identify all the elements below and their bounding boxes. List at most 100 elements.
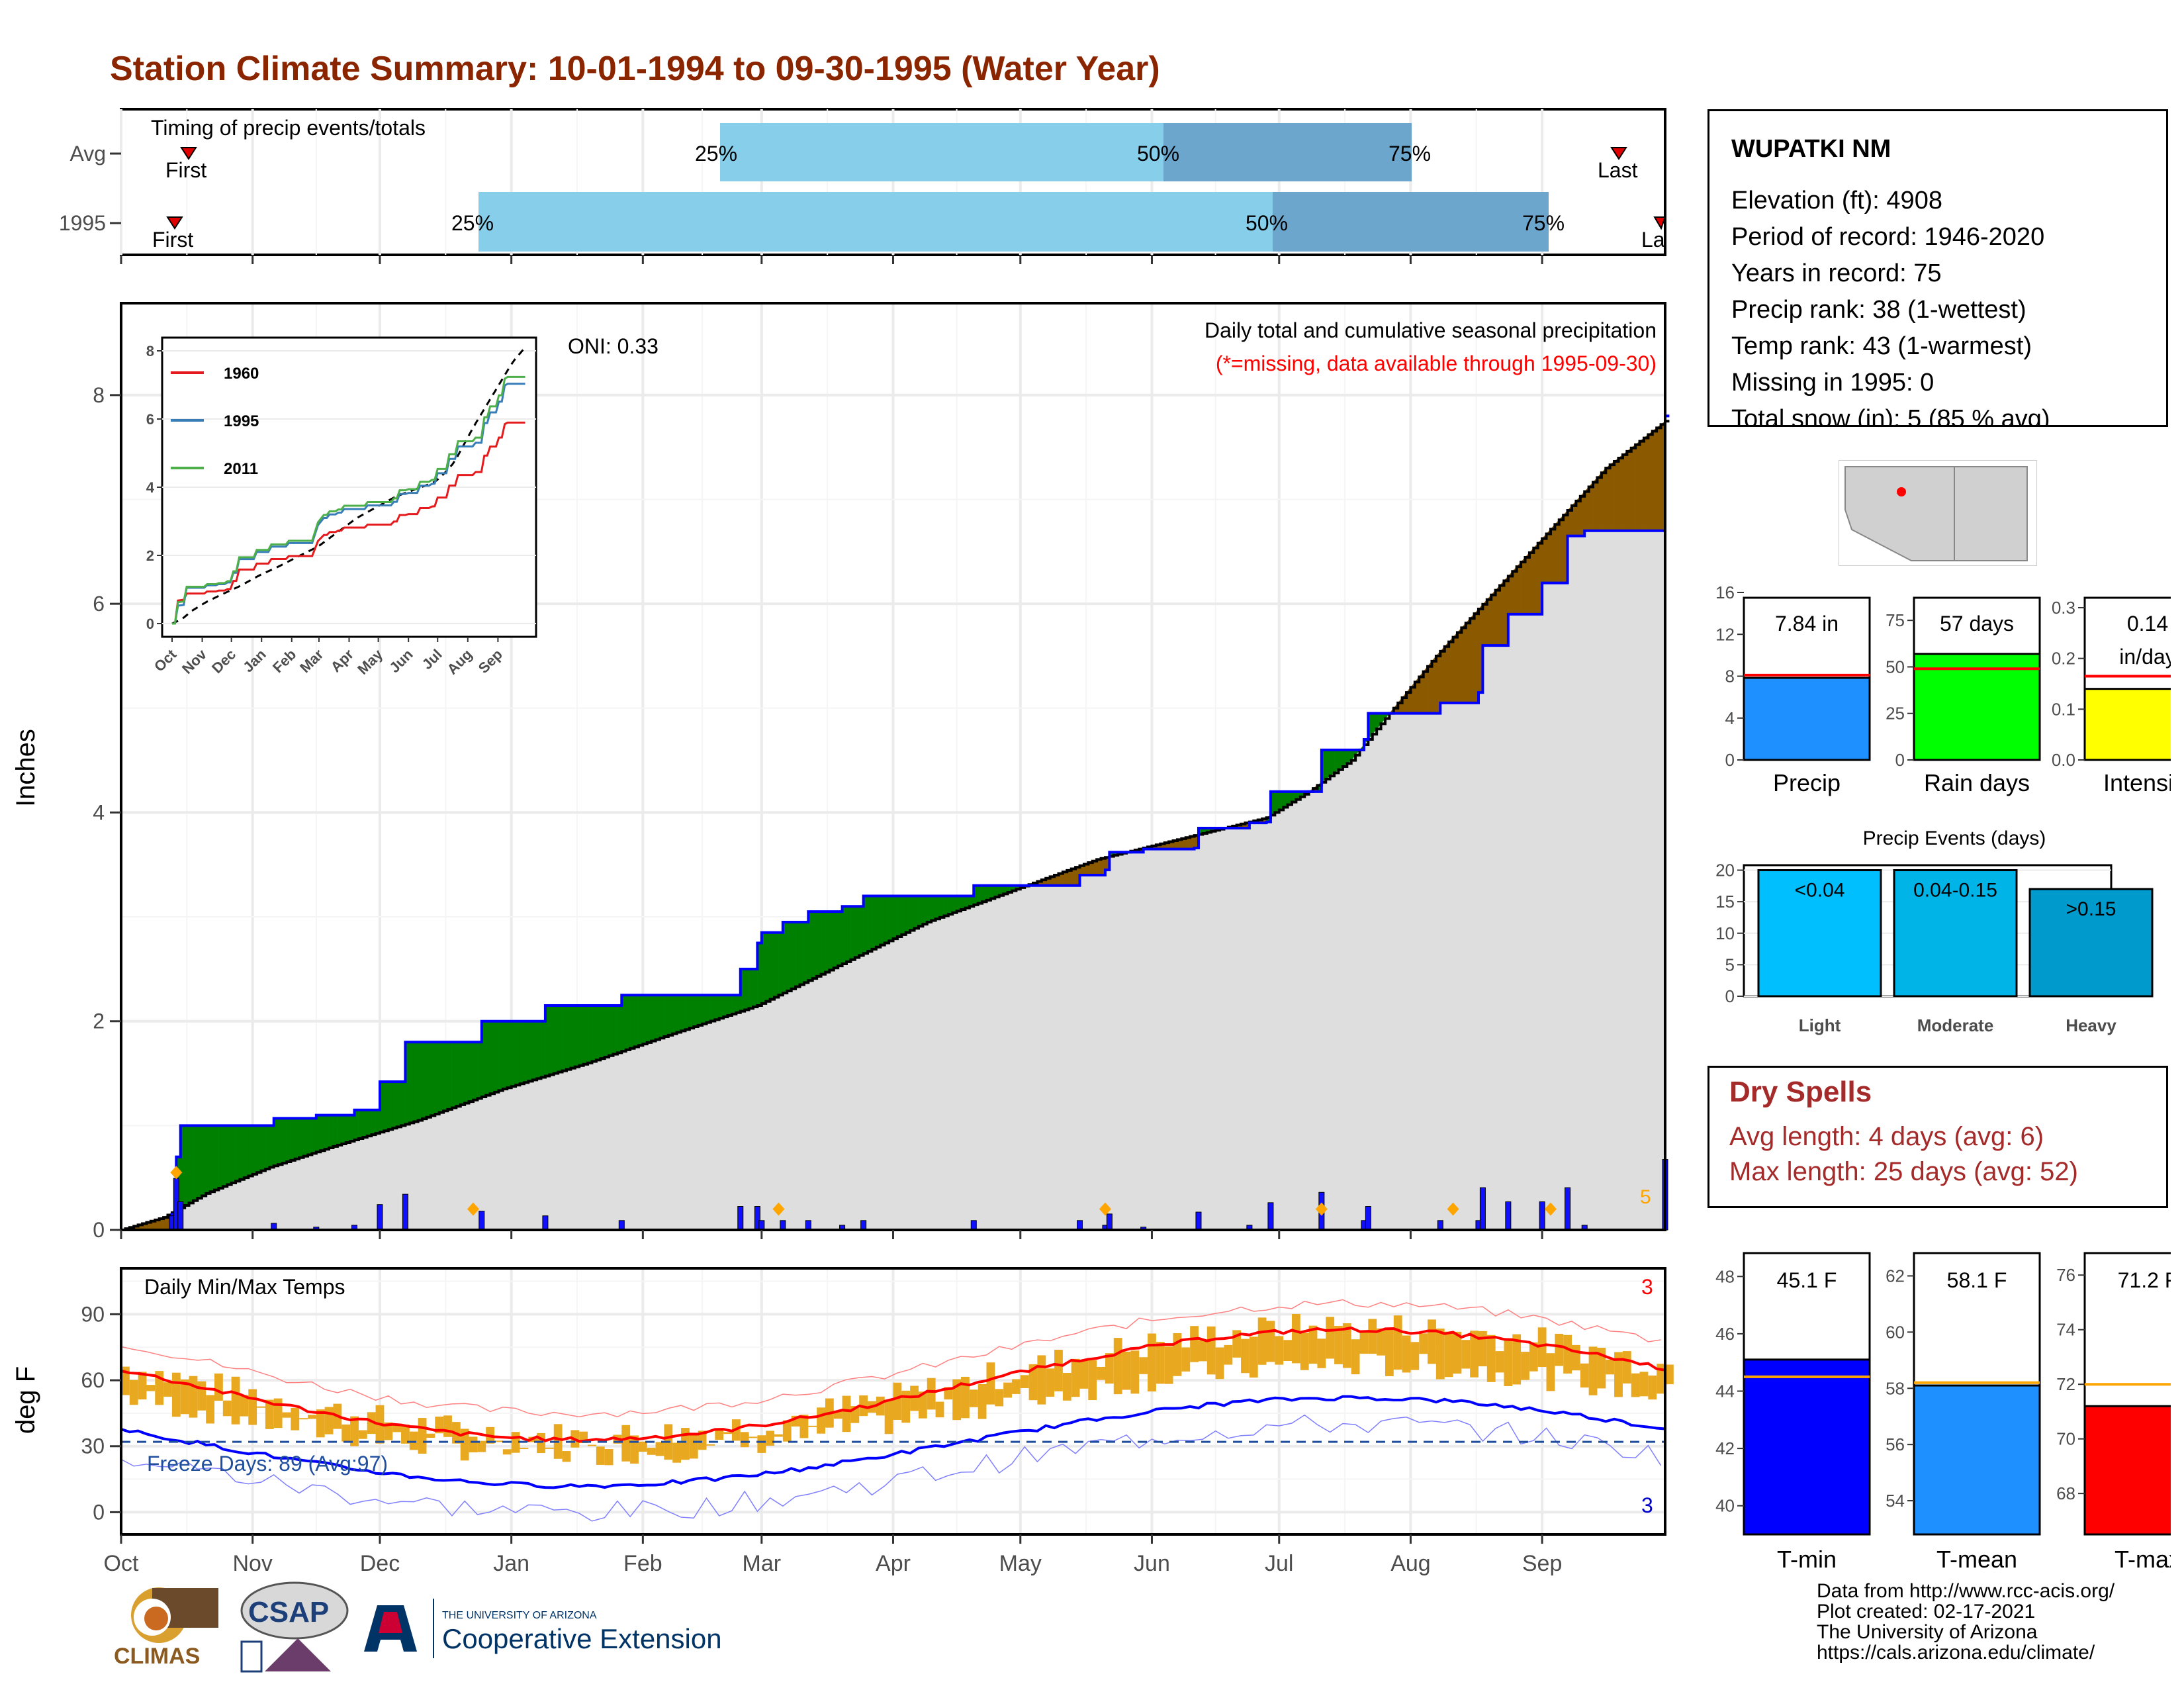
daily-precip-bar — [402, 1194, 408, 1231]
summary-bar-label: Rain days — [1924, 769, 2030, 796]
temp-bar-value-text: 58.1 F — [1947, 1268, 2007, 1292]
daily-temp-bar — [1606, 1359, 1615, 1375]
temp-bar-tick: 72 — [2056, 1374, 2075, 1394]
daily-temp-bar — [1291, 1313, 1300, 1364]
snow-marker — [170, 1166, 183, 1180]
observed-cumulative-line — [121, 414, 1670, 1231]
timing-1995-last-marker — [1653, 216, 1666, 230]
timing-1995-bar-25-50 — [478, 192, 1273, 252]
daily-temp-bar — [1206, 1326, 1216, 1375]
station-total-snow: Total snow (in): 5 (85 % avg) — [1731, 405, 2050, 427]
temp-bar-tick: 58 — [1886, 1378, 1905, 1398]
daily-temp-bar — [1190, 1326, 1199, 1362]
daily-temp-bar — [291, 1407, 300, 1430]
timing-row-1995-label: 1995 — [59, 211, 106, 235]
summary-bar-label: Intensity — [2103, 769, 2171, 796]
daily-temp-bar — [1317, 1338, 1326, 1368]
logos: CLIMAS CSAP THE UNIVERSITY OF ARIZONA Co… — [114, 1581, 722, 1673]
daily-temp-bar — [884, 1401, 893, 1434]
temp-bar-tick: 56 — [1886, 1434, 1905, 1454]
tmin-count-label: 3 — [1641, 1493, 1653, 1517]
timing-panel-label: Timing of precip events/totals — [151, 116, 426, 140]
snow-marker — [1544, 1202, 1557, 1216]
daily-temp-bar — [163, 1382, 172, 1397]
timing-panel: Timing of precip events/totals 25% 50% 7… — [59, 108, 1666, 256]
daily-temp-bar — [1088, 1360, 1097, 1401]
inset-legend-label: 1960 — [224, 365, 259, 383]
daily-temp-bar — [367, 1412, 376, 1434]
daily-temp-bar — [1597, 1348, 1606, 1389]
daily-temp-bar — [1334, 1325, 1343, 1364]
timing-avg-first-marker — [180, 147, 197, 160]
daily-temp-bar — [715, 1429, 724, 1440]
dry-spells-title: Dry Spells — [1729, 1076, 1872, 1108]
daily-temp-bar — [1046, 1368, 1055, 1397]
daily-temp-bar — [231, 1376, 240, 1425]
precip-ytick-label: 6 — [93, 592, 105, 616]
precip-ytick-label: 0 — [93, 1218, 105, 1242]
temp-bar-tick: 76 — [2056, 1265, 2075, 1285]
month-tick-label: Feb — [623, 1551, 662, 1576]
precip-ytick-label: 4 — [93, 800, 105, 824]
precip-annotation-missing: (*=missing, data available through 1995-… — [1216, 352, 1657, 375]
daily-temp-bar — [146, 1385, 156, 1391]
daily-temp-bar — [799, 1415, 809, 1438]
daily-precip-bar — [1195, 1211, 1202, 1231]
month-tick-label: Sep — [1522, 1551, 1563, 1576]
daily-temp-bar — [621, 1425, 631, 1462]
inset-ytick-label: 8 — [146, 343, 154, 359]
record-low-line — [120, 1414, 1662, 1522]
daily-temp-bar — [1402, 1335, 1411, 1373]
daily-temp-bar — [240, 1395, 249, 1417]
temp-bar-value-text: 45.1 F — [1777, 1268, 1837, 1292]
daily-temp-bar — [1410, 1342, 1420, 1370]
summary-bar-tick: 25 — [1886, 704, 1905, 724]
temp-bar-value — [1743, 1358, 1871, 1536]
month-tick-label: Jul — [1265, 1551, 1293, 1576]
daily-temp-bar — [1521, 1352, 1529, 1380]
daily-temp-bar — [477, 1440, 486, 1452]
daily-temp-bar — [952, 1379, 962, 1421]
events-bar-label: <0.04 — [1795, 880, 1845, 902]
timing-1995-25: 25% — [451, 211, 494, 235]
daily-temp-bar — [197, 1381, 206, 1411]
station-temp-rank: Temp rank: 43 (1-warmest) — [1731, 332, 2032, 360]
daily-temp-bar — [1342, 1323, 1351, 1368]
credit-university: The University of Arizona — [1817, 1621, 2038, 1643]
daily-precip-bar — [1437, 1220, 1443, 1231]
summary-bar-tick: 0.1 — [2052, 699, 2075, 719]
daily-temp-bar — [901, 1390, 911, 1423]
daily-temp-bar — [1249, 1336, 1258, 1378]
daily-temp-bar — [935, 1401, 944, 1418]
daily-temp-bar — [1105, 1353, 1114, 1384]
temp-ytick-label: 60 — [81, 1368, 105, 1392]
daily-temp-bar — [1054, 1350, 1063, 1391]
daily-temp-bar — [299, 1418, 308, 1420]
timing-avg-bar-25-50 — [720, 123, 1163, 181]
temp-bar-tick: 48 — [1715, 1266, 1735, 1286]
daily-temp-bar — [1181, 1347, 1191, 1372]
daily-temp-bar — [655, 1442, 664, 1456]
daily-temp-bar — [588, 1444, 596, 1446]
daily-temp-bar — [1198, 1340, 1207, 1362]
daily-temp-bar — [520, 1447, 529, 1449]
summary-bar-tick: 0.3 — [2052, 598, 2075, 618]
events-category-label: Light — [1799, 1015, 1841, 1035]
daily-temp-bar — [1283, 1340, 1292, 1361]
ua-coop-extension: Cooperative Extension — [442, 1623, 722, 1654]
summary-bar-tick: 8 — [1725, 667, 1735, 686]
page-title: Station Climate Summary: 10-01-1994 to 0… — [110, 50, 1160, 88]
temp-bar-tick: 54 — [1886, 1491, 1905, 1511]
snow-marker — [1447, 1202, 1459, 1216]
daily-temp-bar — [1537, 1327, 1547, 1368]
precip-annotation-title: Daily total and cumulative seasonal prec… — [1205, 318, 1657, 342]
temp-bar-tick: 68 — [2056, 1483, 2075, 1503]
dry-spells-max: Max length: 25 days (avg: 52) — [1729, 1157, 2078, 1186]
daily-temp-bar — [1011, 1379, 1021, 1394]
daily-temp-bar — [1164, 1346, 1173, 1384]
station-precip-rank: Precip rank: 38 (1-wettest) — [1731, 296, 2026, 324]
daily-temp-bar — [502, 1449, 512, 1455]
daily-temp-bar — [1326, 1317, 1335, 1359]
daily-precip-bar — [1365, 1206, 1371, 1231]
